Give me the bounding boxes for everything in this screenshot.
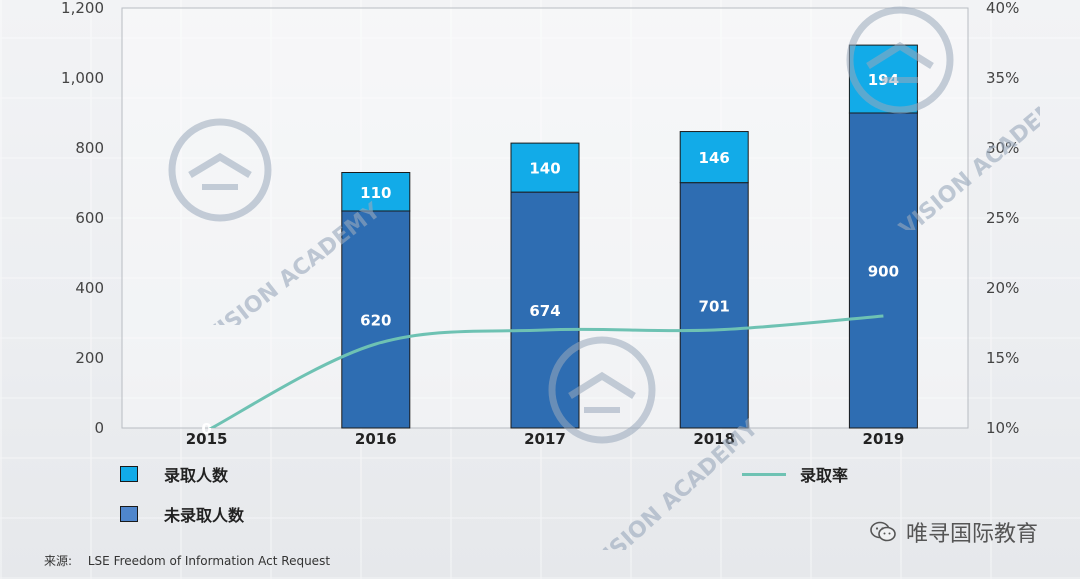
x-tick-label: 2017 <box>524 430 566 448</box>
bar-not-admitted <box>848 112 918 429</box>
x-tick-label: 2018 <box>693 430 735 448</box>
y-tick-label: 400 <box>75 279 104 297</box>
legend-rate: 录取率 <box>742 462 848 486</box>
legend-not-admitted: 未录取人数 <box>120 502 244 526</box>
bar-admitted <box>679 131 749 184</box>
y-tick-label: 800 <box>75 139 104 157</box>
y-tick-label: 1,200 <box>61 0 104 17</box>
y2-tick-label: 20% <box>986 279 1019 297</box>
bar-label-not-admitted: 900 <box>868 263 899 281</box>
brand-footer: 唯寻国际教育 <box>870 516 1038 548</box>
legend-label-rate: 录取率 <box>800 466 849 485</box>
legend-swatch-admitted <box>120 466 138 482</box>
bar-admitted <box>510 142 580 193</box>
bar-label-admitted: 140 <box>529 160 560 178</box>
legend-admitted: 录取人数 <box>120 462 228 486</box>
x-tick-label: 2019 <box>863 430 905 448</box>
source-label: 来源: <box>44 554 73 568</box>
bar-admitted <box>341 172 411 212</box>
wechat-icon <box>870 521 896 542</box>
source-note: 来源: LSE Freedom of Information Act Reque… <box>44 552 330 569</box>
y2-tick-label: 25% <box>986 209 1019 227</box>
legend-label-admitted: 录取人数 <box>164 466 229 485</box>
y2-tick-label: 15% <box>986 349 1019 367</box>
bar-label-admitted: 110 <box>360 184 391 202</box>
y2-tick-label: 40% <box>986 0 1019 17</box>
bar-label-not-admitted: 674 <box>529 302 560 320</box>
y-tick-label: 600 <box>75 209 104 227</box>
y2-tick-label: 10% <box>986 419 1019 437</box>
bar-label-not-admitted: 701 <box>699 297 730 315</box>
legend-swatch-rate <box>742 472 786 476</box>
bar-label-not-admitted: 620 <box>360 312 391 330</box>
bar-label-admitted: 194 <box>868 71 899 89</box>
bar-not-admitted <box>341 210 411 429</box>
rate-line <box>208 314 884 428</box>
bar-label-not-admitted: 0 <box>201 420 211 438</box>
bar-label-admitted: 146 <box>699 149 730 167</box>
y-tick-label: 200 <box>75 349 104 367</box>
brand-name: 唯寻国际教育 <box>905 522 1038 547</box>
y2-tick-label: 35% <box>986 69 1019 87</box>
y2-tick-label: 30% <box>986 139 1019 157</box>
legend-label-not-admitted: 未录取人数 <box>164 506 245 525</box>
source-text: LSE Freedom of Information Act Request <box>87 554 331 568</box>
x-tick-label: 2015 <box>186 430 228 448</box>
y-tick-label: 0 <box>94 419 104 437</box>
x-tick-label: 2016 <box>355 430 397 448</box>
y-tick-label: 1,000 <box>61 69 104 87</box>
legend-swatch-not-admitted <box>120 506 138 522</box>
